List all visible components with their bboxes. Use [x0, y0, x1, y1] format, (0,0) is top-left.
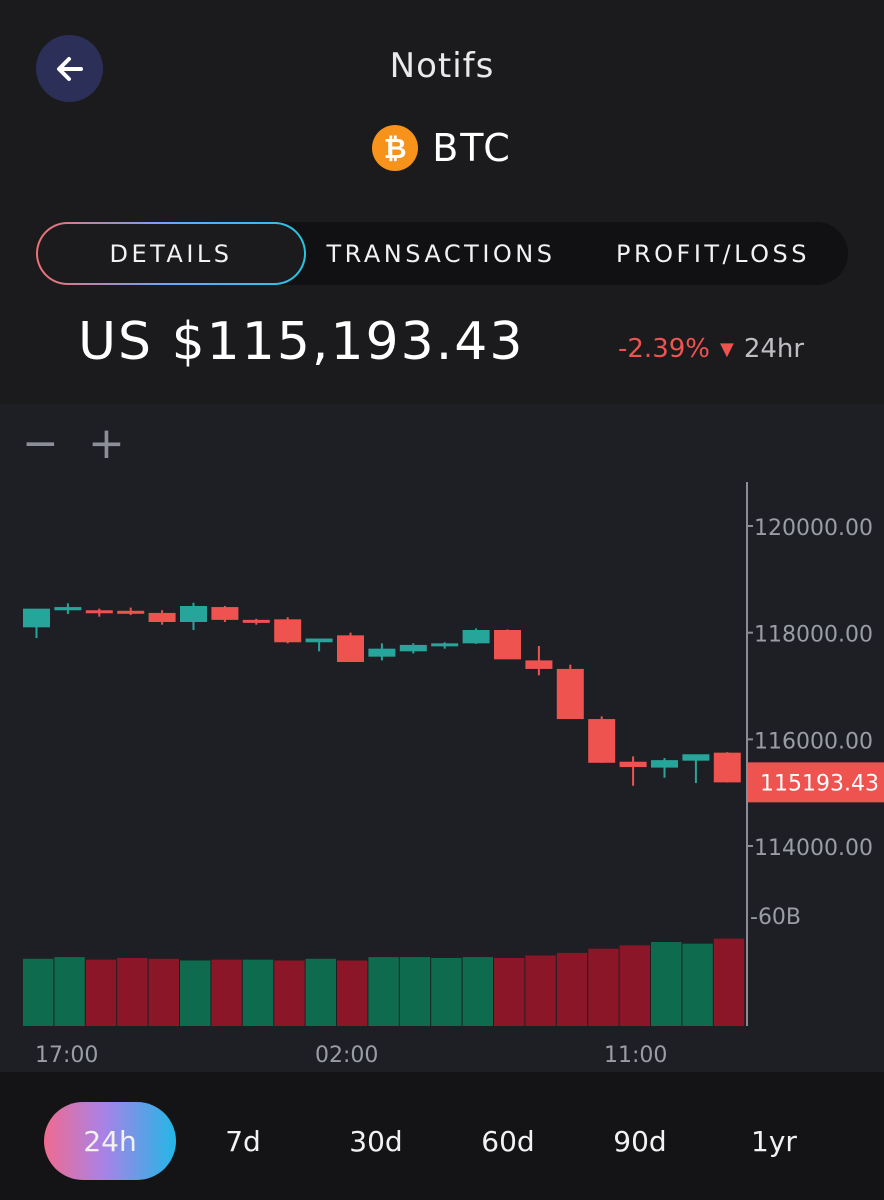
change-period: 24hr [743, 334, 805, 364]
candle-body [211, 607, 239, 620]
range-60d[interactable]: 60d [481, 1124, 535, 1158]
x-tick-label: 02:00 [315, 1043, 378, 1068]
coin-header: ₿ BTC [0, 120, 884, 176]
volume-bar [274, 960, 305, 1026]
volume-bar [399, 957, 431, 1026]
volume-bar [211, 959, 242, 1026]
candlestick-chart: 120000.00 118000.00 116000.00 114000.00 1151… [23, 482, 884, 1068]
volume-bar [368, 957, 399, 1026]
range-1yr[interactable]: 1yr [751, 1124, 797, 1158]
volume-bar [556, 952, 588, 1026]
candle-body [23, 608, 50, 628]
price-change: -2.39% ▼ 24hr [618, 334, 804, 364]
candle-body [305, 638, 333, 643]
volume-bar [337, 960, 368, 1026]
volume-bar [588, 948, 619, 1026]
volume-bar [619, 945, 650, 1026]
candle-body [682, 754, 710, 761]
candle-body [588, 719, 616, 763]
volume-bar [148, 958, 179, 1026]
x-tick-label: 17:00 [35, 1043, 98, 1068]
volume-bar [117, 957, 148, 1026]
y-tick-label: 118000.00 [754, 623, 873, 648]
candle-body [556, 668, 584, 720]
logo-text: Notifs [389, 46, 495, 86]
volume-bar [431, 957, 462, 1026]
tab-profit-loss[interactable]: PROFIT/LOSS [615, 239, 811, 268]
range-90d[interactable]: 90d [613, 1124, 667, 1158]
volume-bar [242, 959, 274, 1026]
range-30d[interactable]: 30d [349, 1124, 403, 1158]
tab-details[interactable]: DETAILS [36, 222, 306, 285]
range-24h[interactable]: 24h [44, 1102, 176, 1180]
y-tick-label: 116000.00 [754, 729, 873, 754]
tab-bar: DETAILS TRANSACTIONS PROFIT/LOSS [36, 222, 848, 285]
time-range-bar: 24h 7d 30d 60d 90d 1yr [0, 1072, 884, 1200]
candle-body [117, 610, 145, 614]
candle-body [368, 648, 396, 657]
volume-bar [651, 942, 682, 1026]
price-chart[interactable]: − + 120000.00 118000.00 116000.00 114000.00… [0, 404, 884, 1072]
volume-bar [305, 958, 336, 1026]
tab-transactions[interactable]: TRANSACTIONS [326, 239, 556, 268]
candle-body [651, 760, 678, 768]
candle-body [148, 612, 176, 622]
change-percent: -2.39% [618, 334, 710, 364]
volume-bar [180, 960, 211, 1026]
triangle-down-icon: ▼ [719, 338, 734, 360]
y-tick-label: 120000.00 [754, 516, 873, 541]
candle-body [431, 643, 459, 647]
volume-bar [682, 943, 713, 1026]
current-price-marker [748, 762, 884, 803]
volume-label: -60B [750, 905, 801, 930]
candle-body [337, 635, 364, 662]
zoom-out-button[interactable]: − [22, 418, 59, 469]
volume-bar [494, 957, 525, 1026]
coin-symbol: BTC [432, 126, 512, 170]
range-7d[interactable]: 7d [225, 1124, 261, 1158]
candle-body [242, 619, 270, 623]
y-tick-label: 114000.00 [754, 836, 873, 861]
x-tick-label: 11:00 [604, 1043, 667, 1068]
candle-body [85, 610, 113, 614]
candle-body [399, 644, 427, 652]
volume-bar [525, 955, 556, 1026]
volume-bar [85, 959, 117, 1026]
bitcoin-icon: ₿ [372, 125, 419, 171]
candle-body [274, 619, 302, 643]
candle-body [494, 630, 521, 660]
volume-bar [462, 957, 493, 1026]
current-price: US $115,193.43 [78, 312, 525, 372]
current-price-label: 115193.43 [760, 771, 879, 796]
volume-bar [54, 957, 85, 1026]
app-logo: Notifs [0, 36, 884, 96]
candle-body [54, 607, 82, 611]
candle-body [713, 752, 741, 783]
candle-body [525, 660, 553, 669]
arrow-left-icon [56, 56, 83, 81]
zoom-in-button[interactable]: + [88, 418, 125, 469]
candle-body [180, 606, 207, 622]
volume-bar [23, 958, 54, 1026]
volume-bar [713, 938, 745, 1026]
candle-body [462, 630, 490, 644]
back-button[interactable] [36, 35, 103, 102]
candle-body [619, 761, 647, 768]
